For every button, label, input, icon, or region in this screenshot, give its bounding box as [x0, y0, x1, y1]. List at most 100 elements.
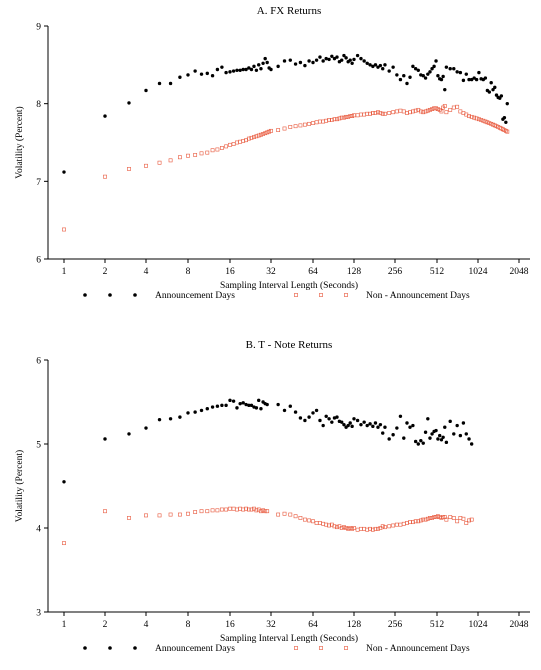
- non-announcement-point: [228, 142, 232, 147]
- non-announcement-point: [451, 105, 456, 110]
- y-tick-label: 3: [36, 609, 41, 619]
- non-announcement-point: [430, 516, 434, 520]
- announcement-point: [241, 401, 245, 405]
- x-tick-label: 256: [388, 267, 403, 277]
- announcement-point: [472, 76, 476, 80]
- x-tick-label: 8: [186, 267, 191, 277]
- non-announcement-point: [413, 108, 418, 113]
- announcement-point: [436, 74, 440, 78]
- announcement-point: [443, 425, 447, 429]
- legend: Announcement Days Non - Announcement Days: [83, 644, 470, 654]
- non-announcement-point: [346, 526, 351, 531]
- x-tick-label: 1024: [469, 267, 488, 277]
- non-announcement-point: [62, 541, 66, 546]
- non-announcement-point: [472, 115, 477, 120]
- non-announcement-point: [432, 515, 436, 519]
- announcement-point: [402, 436, 406, 440]
- non-announcement-point: [311, 519, 315, 524]
- non-announcement-point: [428, 107, 432, 112]
- announcement-point: [241, 67, 245, 72]
- legend-marker-non-announcement: [294, 293, 298, 297]
- non-announcement-point: [263, 509, 268, 514]
- announcement-point: [416, 442, 420, 446]
- announcement-point: [282, 408, 287, 413]
- x-tick-label: 512: [430, 267, 445, 277]
- announcement-point: [434, 428, 438, 433]
- x-tick-label: 16: [225, 620, 235, 630]
- announcement-point: [483, 76, 488, 80]
- non-announcement-point: [401, 521, 406, 526]
- announcement-point: [441, 435, 445, 439]
- non-announcement-point: [411, 520, 415, 525]
- announcement-point: [193, 410, 197, 414]
- non-announcement-point: [380, 111, 385, 116]
- announcement-point: [210, 74, 215, 78]
- non-announcement-point: [461, 516, 466, 521]
- announcement-point: [303, 418, 307, 423]
- legend-marker-non-announcement: [319, 293, 323, 297]
- announcement-point: [426, 72, 430, 76]
- non-announcement-point: [405, 111, 409, 115]
- announcement-point: [359, 56, 363, 61]
- non-announcement-point: [391, 523, 396, 528]
- announcement-point: [254, 68, 259, 72]
- non-announcement-point: [205, 150, 210, 155]
- non-announcement-point: [157, 160, 162, 165]
- announcement-point: [395, 73, 399, 77]
- series-1: [62, 53, 509, 174]
- non-announcement-point: [241, 139, 246, 143]
- announcement-point: [293, 410, 298, 414]
- non-announcement-point: [421, 517, 426, 522]
- announcement-point: [408, 75, 412, 79]
- announcement-point: [368, 63, 372, 67]
- announcement-point: [383, 425, 387, 429]
- announcement-point: [157, 417, 162, 422]
- non-announcement-point: [293, 124, 298, 129]
- legend-marker-non-announcement: [344, 646, 348, 650]
- x-tick-label: 1: [62, 267, 67, 277]
- non-announcement-point: [238, 506, 243, 511]
- announcement-point: [238, 401, 242, 406]
- non-announcement-point: [269, 128, 273, 133]
- announcement-point: [215, 404, 220, 408]
- announcement-point: [220, 65, 224, 69]
- non-announcement-point: [394, 522, 399, 527]
- non-announcement-point: [324, 118, 329, 123]
- legend-marker-announcement: [108, 646, 112, 650]
- non-announcement-point: [186, 153, 190, 158]
- non-announcement-point: [127, 516, 131, 520]
- non-announcement-point: [474, 116, 479, 121]
- announcement-point: [62, 480, 66, 484]
- announcement-point: [228, 70, 232, 74]
- announcement-point: [391, 65, 395, 69]
- announcement-point: [458, 433, 463, 438]
- y-axis-label: Volatility (Percent): [14, 106, 25, 178]
- announcement-point: [247, 403, 251, 408]
- non-announcement-point: [228, 506, 232, 511]
- announcement-point: [362, 420, 366, 424]
- announcement-point: [257, 63, 261, 67]
- x-tick-label: 512: [430, 620, 445, 630]
- x-tick-label: 16: [225, 267, 235, 277]
- legend-marker-announcement: [133, 646, 137, 650]
- non-announcement-point: [505, 129, 510, 134]
- announcement-point: [321, 59, 325, 63]
- non-announcement-point: [344, 114, 349, 119]
- non-announcement-point: [352, 526, 356, 530]
- non-announcement-point: [241, 507, 246, 512]
- x-tick-label: 2: [103, 267, 108, 277]
- announcement-point: [461, 78, 466, 83]
- announcement-point: [276, 64, 280, 69]
- announcement-point: [344, 56, 348, 60]
- non-announcement-point: [391, 110, 396, 115]
- announcement-point: [469, 77, 474, 82]
- non-announcement-point: [282, 126, 287, 131]
- legend-marker-announcement: [108, 293, 112, 297]
- x-tick-label: 4: [144, 267, 149, 277]
- announcement-point: [199, 408, 204, 413]
- non-announcement-point: [314, 521, 319, 525]
- non-announcement-point: [282, 511, 287, 516]
- non-announcement-point: [263, 131, 268, 136]
- announcement-point: [455, 70, 459, 74]
- announcement-point: [428, 70, 432, 74]
